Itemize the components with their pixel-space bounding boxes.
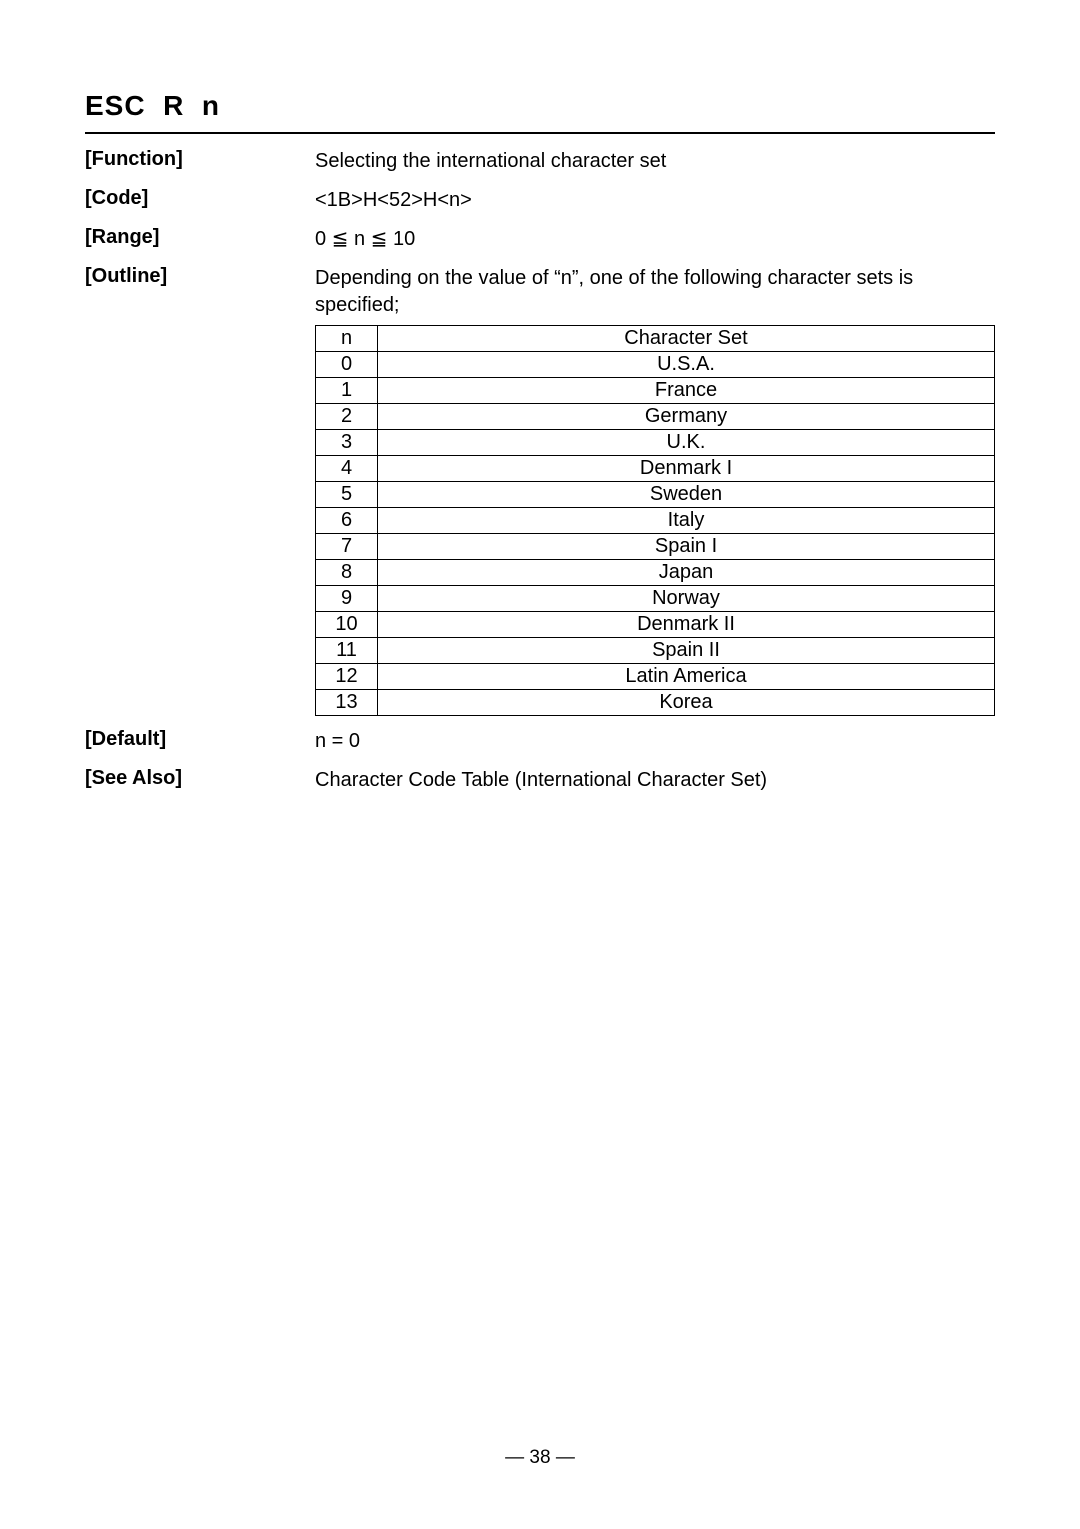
table-row: 2Germany <box>316 404 995 430</box>
table-cell-n: 1 <box>316 378 378 404</box>
table-row: 3U.K. <box>316 430 995 456</box>
table-cell-set: Norway <box>378 586 995 612</box>
row-seealso: [See Also] Character Code Table (Interna… <box>85 767 995 794</box>
table-cell-n: 13 <box>316 690 378 716</box>
table-cell-n: 8 <box>316 560 378 586</box>
table-cell-n: 0 <box>316 352 378 378</box>
table-row: 0U.S.A. <box>316 352 995 378</box>
row-function: [Function] Selecting the international c… <box>85 148 995 175</box>
table-cell-n: 4 <box>316 456 378 482</box>
table-cell-set: France <box>378 378 995 404</box>
table-cell-n: 11 <box>316 638 378 664</box>
table-row: 6Italy <box>316 508 995 534</box>
table-cell-set: Italy <box>378 508 995 534</box>
row-range: [Range] 0 ≦ n ≦ 10 <box>85 226 995 253</box>
table-cell-set: Denmark II <box>378 612 995 638</box>
label-outline: [Outline] <box>85 265 315 288</box>
table-header-row: nCharacter Set <box>316 326 995 352</box>
value-code: <1B>H<52>H<n> <box>315 187 995 214</box>
table-row: 10Denmark II <box>316 612 995 638</box>
table-row: 5Sweden <box>316 482 995 508</box>
table-cell-set: U.S.A. <box>378 352 995 378</box>
table-cell-n: 9 <box>316 586 378 612</box>
table-cell-n: 5 <box>316 482 378 508</box>
table-row: 12Latin America <box>316 664 995 690</box>
table-header-n: n <box>316 326 378 352</box>
row-outline: [Outline] Depending on the value of “n”,… <box>85 265 995 716</box>
table-cell-n: 10 <box>316 612 378 638</box>
outline-text: Depending on the value of “n”, one of th… <box>315 265 995 319</box>
table-cell-set: Spain I <box>378 534 995 560</box>
table-row: 11Spain II <box>316 638 995 664</box>
table-cell-set: Latin America <box>378 664 995 690</box>
table-cell-n: 12 <box>316 664 378 690</box>
value-function: Selecting the international character se… <box>315 148 995 175</box>
table-row: 7Spain I <box>316 534 995 560</box>
table-cell-set: Spain II <box>378 638 995 664</box>
page-footer: — 38 — <box>0 1447 1080 1469</box>
label-seealso: [See Also] <box>85 767 315 790</box>
value-outline: Depending on the value of “n”, one of th… <box>315 265 995 716</box>
table-cell-n: 2 <box>316 404 378 430</box>
value-seealso: Character Code Table (International Char… <box>315 767 995 794</box>
label-function: [Function] <box>85 148 315 171</box>
label-code: [Code] <box>85 187 315 210</box>
row-code: [Code] <1B>H<52>H<n> <box>85 187 995 214</box>
table-row: 4Denmark I <box>316 456 995 482</box>
table-cell-set: Korea <box>378 690 995 716</box>
label-range: [Range] <box>85 226 315 249</box>
table-row: 9Norway <box>316 586 995 612</box>
table-cell-set: Germany <box>378 404 995 430</box>
value-range: 0 ≦ n ≦ 10 <box>315 226 995 253</box>
table-cell-n: 7 <box>316 534 378 560</box>
table-cell-set: U.K. <box>378 430 995 456</box>
value-default: n = 0 <box>315 728 995 755</box>
table-cell-set: Sweden <box>378 482 995 508</box>
label-default: [Default] <box>85 728 315 751</box>
table-cell-set: Japan <box>378 560 995 586</box>
table-cell-n: 6 <box>316 508 378 534</box>
table-cell-n: 3 <box>316 430 378 456</box>
table-header-set: Character Set <box>378 326 995 352</box>
charset-table: nCharacter Set0U.S.A.1France2Germany3U.K… <box>315 325 995 716</box>
table-row: 13Korea <box>316 690 995 716</box>
page-title: ESC R n <box>85 90 995 122</box>
table-row: 8Japan <box>316 560 995 586</box>
table-cell-set: Denmark I <box>378 456 995 482</box>
row-default: [Default] n = 0 <box>85 728 995 755</box>
title-rule <box>85 132 995 134</box>
table-row: 1France <box>316 378 995 404</box>
